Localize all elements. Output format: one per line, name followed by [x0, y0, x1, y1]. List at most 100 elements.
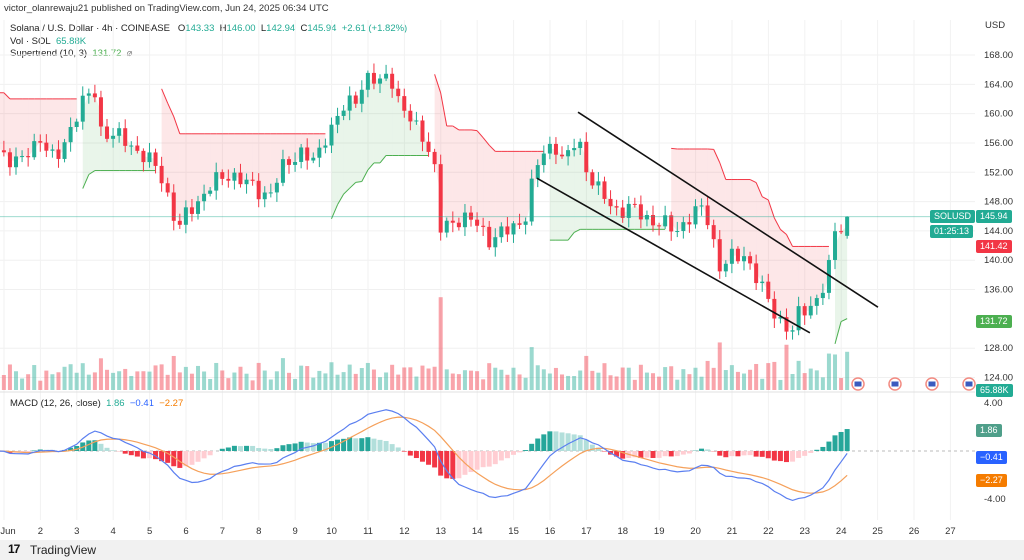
macd-histogram-bar — [790, 451, 796, 462]
bar-countdown: 01:25:13 — [930, 225, 974, 238]
supertrend-fill — [386, 76, 393, 156]
volume-tag: 65.88K — [976, 384, 1013, 397]
macd-histogram-bar — [638, 451, 644, 459]
candle-body — [802, 306, 807, 316]
volume-bar — [566, 375, 571, 390]
eye-off-icon[interactable]: ⌀ — [126, 48, 133, 59]
volume-bar — [529, 347, 534, 390]
volume-bar — [553, 367, 558, 390]
volume-bar — [608, 375, 613, 390]
supertrend-fill — [355, 96, 362, 183]
macd-histogram-bar — [583, 439, 589, 451]
candle-body — [378, 78, 383, 84]
candle-body — [632, 203, 637, 205]
supertrend-fill — [204, 133, 211, 198]
x-tick-label: 7 — [220, 526, 225, 537]
supertrend-fill — [367, 78, 374, 170]
candle-body — [62, 142, 67, 159]
volume-bar — [687, 374, 692, 390]
candle-body — [311, 157, 316, 161]
supertrend-fill — [768, 199, 775, 309]
x-tick-label: 24 — [836, 526, 847, 537]
volume-bar — [183, 366, 188, 390]
candle-body — [723, 263, 728, 272]
volume-bar — [390, 364, 395, 390]
candle-body — [135, 145, 140, 151]
macd-histogram-bar — [614, 451, 620, 457]
volume-bar — [584, 355, 589, 390]
supertrend-fill — [701, 148, 708, 216]
volume-bar — [305, 366, 310, 390]
candle-body — [293, 161, 298, 165]
candle-body — [729, 248, 734, 264]
supertrend-fill — [179, 133, 186, 223]
volume-bar — [723, 370, 728, 390]
candle-body — [256, 180, 261, 200]
supertrend-legend[interactable]: Supertrend (10, 3) 131.72 ⌀ — [10, 48, 132, 59]
close-value: 145.94 — [307, 23, 337, 34]
macd-histogram-bar — [656, 451, 662, 458]
supertrend-down-line — [452, 125, 460, 131]
candle-body — [608, 198, 613, 207]
footer-brand[interactable]: TradingView — [30, 543, 97, 557]
supertrend-fill — [555, 149, 563, 241]
volume-bar — [202, 371, 207, 390]
volume-legend[interactable]: Vol · SOL 65.88K — [10, 36, 86, 47]
macd-histogram-bar — [389, 444, 395, 451]
volume-bar — [833, 354, 838, 390]
y-tick-label: 128.00 — [984, 343, 1013, 354]
macd-histogram-bar — [553, 431, 559, 451]
candle-body — [317, 147, 322, 158]
volume-bar — [359, 368, 364, 390]
volume-bar — [208, 379, 213, 390]
macd-histogram-bar — [559, 432, 565, 451]
volume-bar — [772, 361, 777, 390]
supertrend-fill — [592, 178, 599, 230]
volume-bar — [347, 364, 352, 390]
price-chart[interactable]: 168.00164.00160.00156.00152.00148.00144.… — [0, 0, 1024, 540]
volume-bar — [632, 379, 637, 390]
candle-body — [651, 215, 656, 226]
candle-body — [414, 120, 419, 122]
candle-body — [560, 154, 565, 157]
macd-histogram-bar — [844, 429, 850, 451]
volume-bar — [766, 363, 771, 390]
supertrend-fill — [677, 148, 684, 232]
candle-body — [760, 281, 765, 284]
tradingview-logo-icon[interactable]: 17 — [8, 542, 20, 556]
macd-histogram-bar — [674, 451, 680, 457]
candle-body — [262, 192, 267, 200]
supertrend-fill — [810, 246, 817, 311]
macd-histogram-bar — [765, 451, 771, 459]
volume-bar — [1, 375, 6, 390]
candle-body — [541, 153, 546, 166]
macd-histogram-bar — [438, 451, 444, 476]
candle-body — [475, 219, 480, 226]
x-tick-label: 25 — [872, 526, 883, 537]
candle-body — [38, 141, 43, 143]
x-tick-label: 27 — [945, 526, 956, 537]
volume-bar — [86, 374, 91, 390]
macd-histogram-bar — [814, 449, 820, 451]
supertrend-fill — [816, 246, 823, 302]
supertrend-fill — [458, 129, 465, 225]
macd-histogram-bar — [595, 447, 601, 451]
symbol-legend[interactable]: Solana / U.S. Dollar · 4h · COINBASE O14… — [10, 23, 407, 34]
footer-bar: 17 TradingView — [0, 540, 1024, 560]
supertrend-fill — [270, 133, 277, 193]
supertrend-fill — [3, 92, 10, 160]
macd-histogram-bar — [347, 437, 353, 451]
candle-body — [396, 88, 401, 97]
volume-bar — [426, 368, 431, 390]
currency-label[interactable]: USD — [985, 20, 1006, 31]
macd-signal-tag: −2.27 — [976, 474, 1007, 487]
high-label: H — [219, 23, 227, 34]
candle-body — [408, 110, 413, 122]
macd-legend[interactable]: MACD (12, 26, close) 1.86 −0.41 −2.27 — [10, 398, 183, 409]
candle-body — [845, 216, 850, 236]
macd-histogram-bar — [419, 451, 425, 462]
volume-bar — [456, 374, 461, 390]
volume-bar — [226, 378, 231, 390]
change-value: +2.61 (+1.82%) — [341, 23, 408, 34]
candle-body — [426, 141, 431, 152]
